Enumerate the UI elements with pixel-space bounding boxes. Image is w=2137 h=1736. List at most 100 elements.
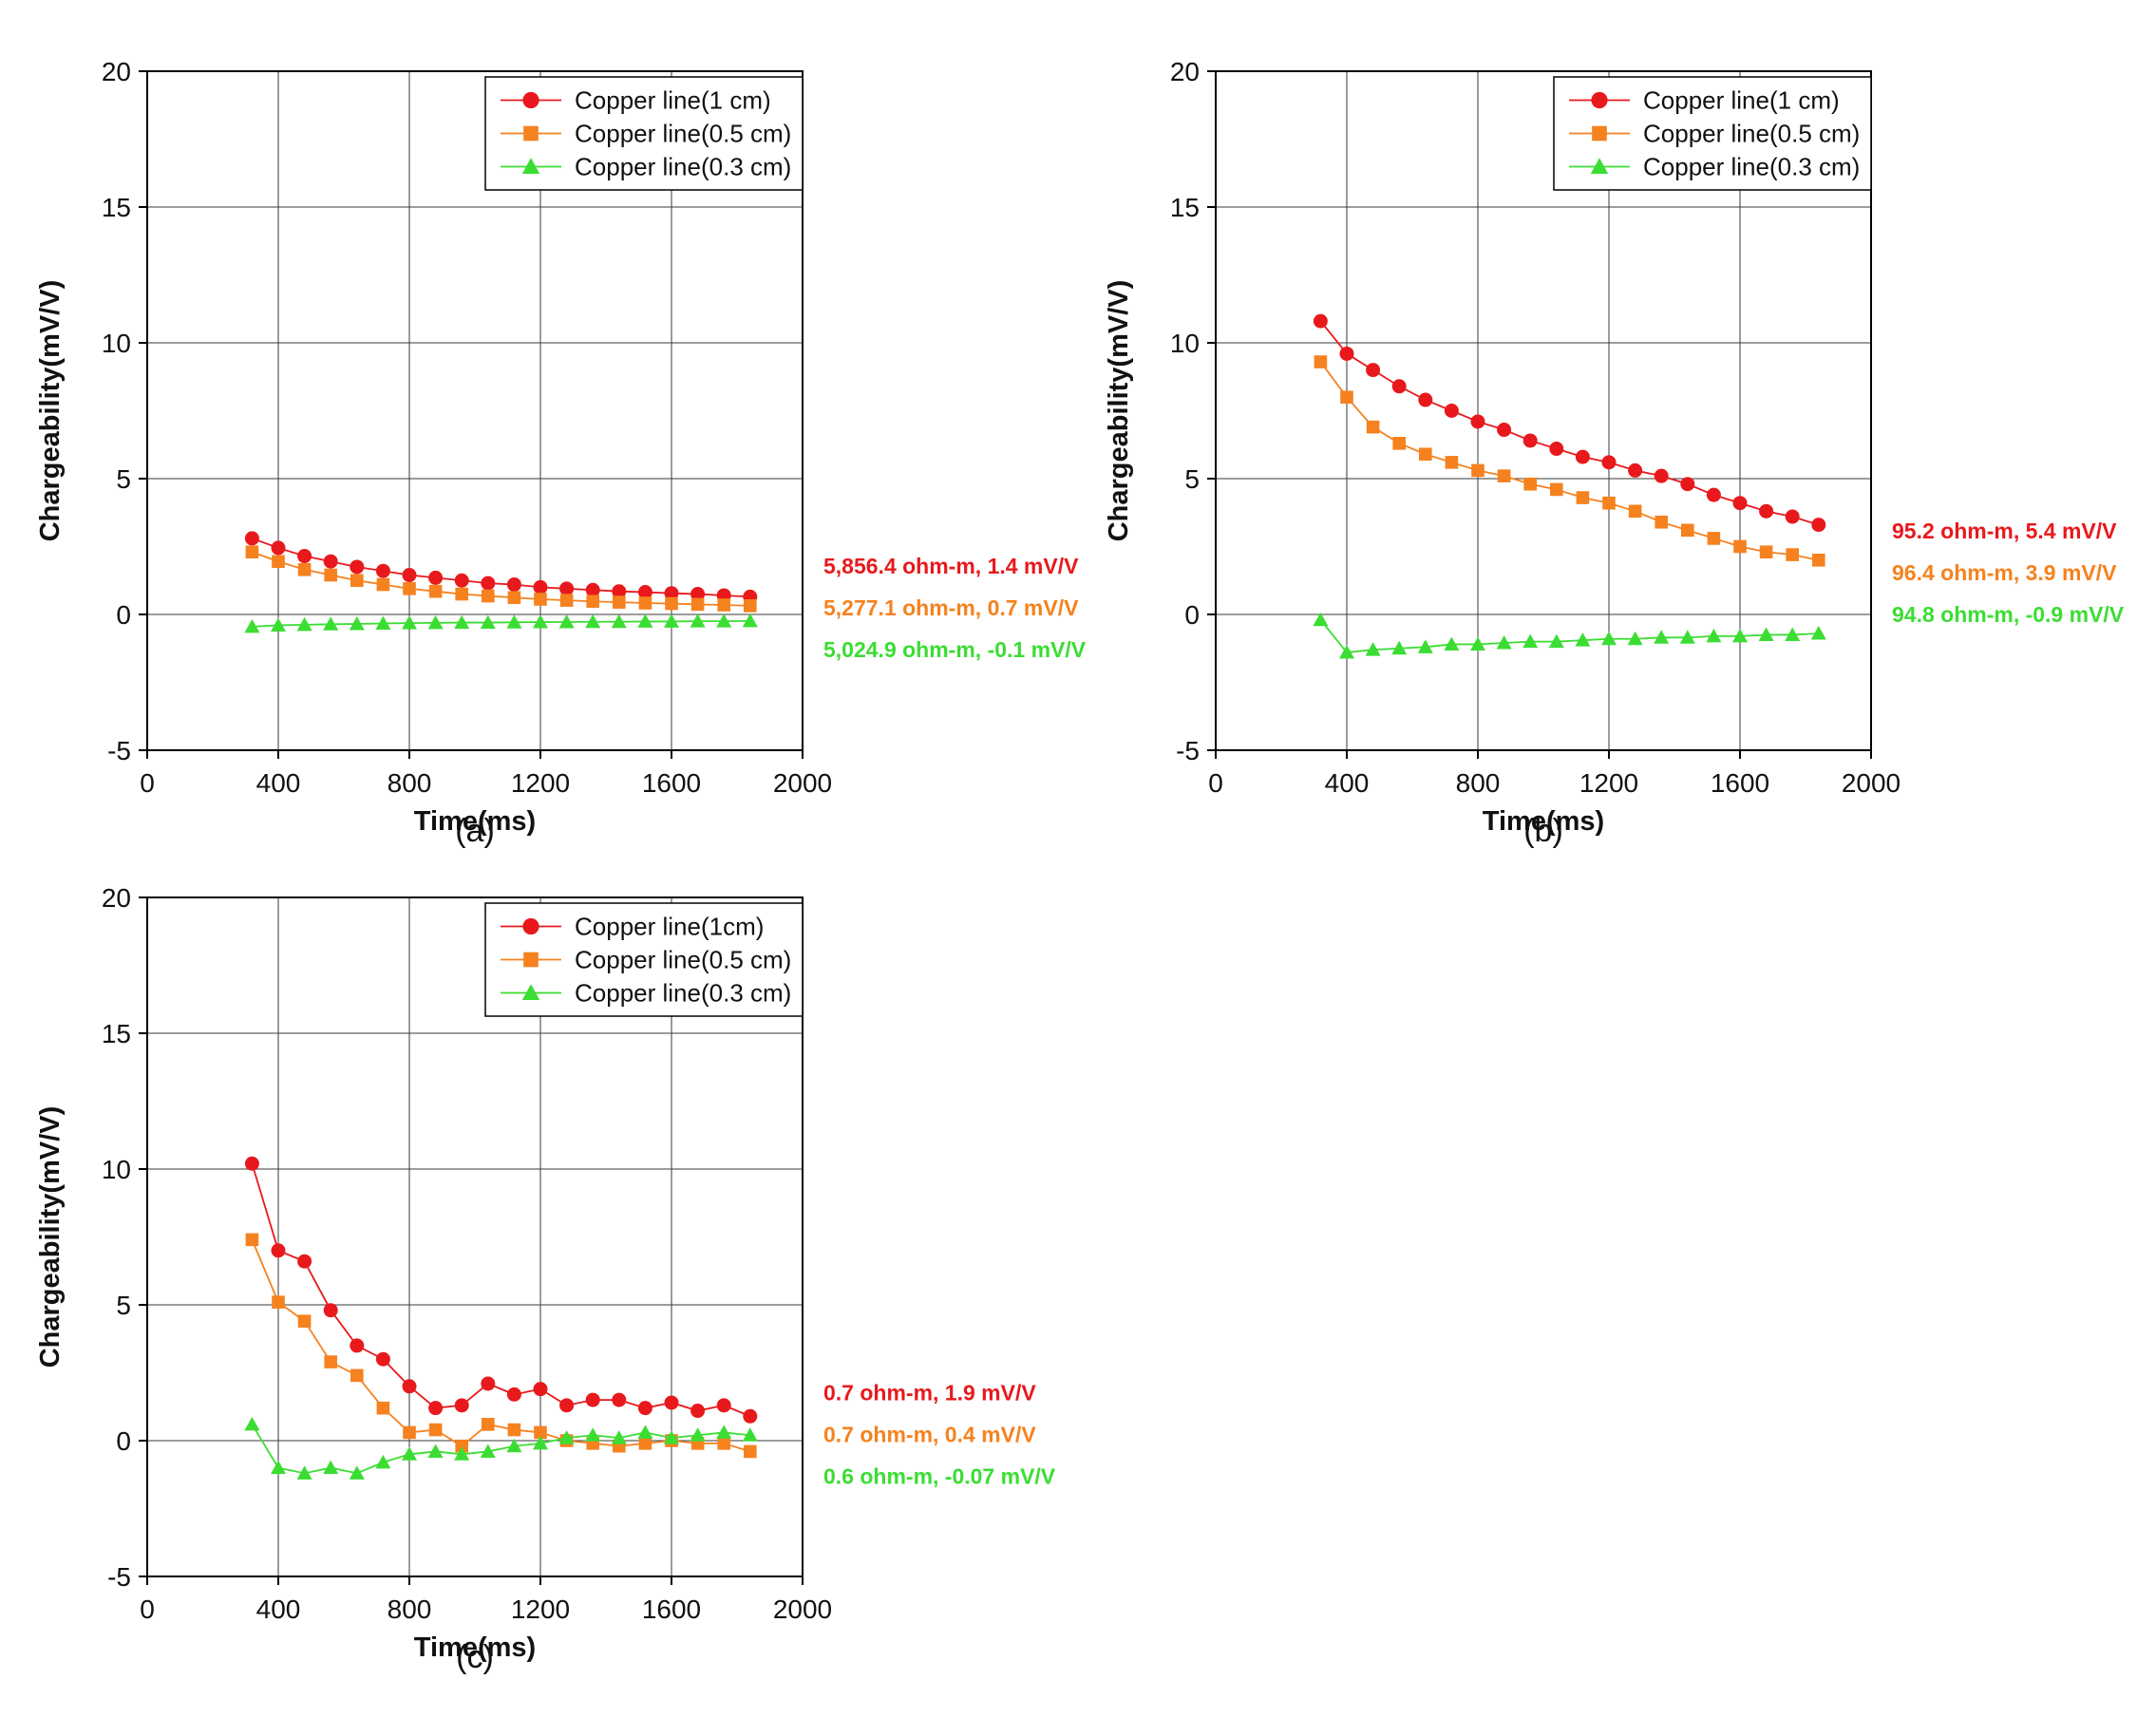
circle-marker	[454, 573, 469, 588]
series-annotation: 0.6 ohm-m, -0.07 mV/V	[823, 1463, 1056, 1488]
x-tick-label: 0	[1208, 768, 1223, 798]
triangle-marker	[1313, 612, 1329, 627]
circle-marker	[664, 586, 679, 601]
square-marker	[1392, 437, 1406, 450]
x-tick-label: 2000	[773, 768, 832, 798]
triangle-marker	[1496, 635, 1512, 650]
x-tick-label: 800	[388, 1594, 432, 1624]
axes: 0 400 800 1200 1600 2000 -5 0 5 10 15 20	[102, 883, 832, 1624]
triangle-marker	[323, 616, 339, 631]
legend-label: Copper line(0.5 cm)	[575, 120, 791, 148]
circle-marker	[664, 1395, 679, 1410]
square-marker	[1366, 420, 1380, 434]
triangle-marker	[1627, 631, 1643, 646]
circle-marker	[1785, 509, 1800, 524]
y-tick-label: -5	[107, 736, 131, 765]
square-marker	[1471, 463, 1485, 478]
circle-marker	[323, 554, 338, 569]
y-tick-label: 0	[116, 1426, 131, 1456]
square-marker	[717, 598, 730, 612]
legend-label: Copper line(0.5 cm)	[1643, 120, 1860, 148]
x-tick-label: 1200	[511, 1594, 570, 1624]
triangle-marker	[521, 984, 540, 1000]
series-1	[245, 1233, 757, 1459]
x-tick-label: 1200	[1579, 768, 1638, 798]
circle-marker	[244, 1156, 259, 1171]
x-axis-title: Time(ms)	[1483, 806, 1604, 837]
square-marker	[613, 595, 626, 609]
chart-a-plot: 0 400 800 1200 1600 2000 -5 0 5 10 15 20 Time(ms) Cha…	[35, 57, 1087, 837]
series-annotation: 5,856.4 ohm-m, 1.4 mV/V	[823, 554, 1079, 578]
x-axis-title: Time(ms)	[414, 1632, 536, 1663]
x-tick-label: 800	[1456, 768, 1501, 798]
square-marker	[1445, 456, 1459, 469]
circle-marker	[559, 581, 575, 596]
circle-marker	[690, 1404, 706, 1419]
square-marker	[665, 596, 678, 611]
legend-label: Copper line(1 cm)	[1643, 86, 1840, 115]
circle-marker	[428, 570, 444, 585]
circle-marker	[1418, 392, 1433, 407]
circle-marker	[271, 540, 286, 556]
legend-label: Copper line(0.3 cm)	[575, 153, 791, 181]
circle-marker	[1313, 313, 1328, 329]
chart-b-caption: (b)	[1523, 813, 1563, 849]
annotations: 95.2 ohm-m, 5.4 mV/V 96.4 ohm-m, 3.9 mV/V…	[1892, 519, 2125, 627]
series-1	[245, 545, 757, 613]
triangle-marker	[454, 1446, 470, 1461]
circle-marker	[1811, 518, 1826, 533]
y-tick-label: 5	[116, 1291, 131, 1320]
triangle-marker	[716, 613, 732, 628]
square-marker	[324, 1355, 337, 1368]
square-marker	[403, 1425, 416, 1440]
triangle-marker	[558, 1430, 575, 1444]
square-marker	[403, 582, 416, 595]
circle-marker	[1732, 496, 1748, 511]
square-marker	[1733, 539, 1747, 554]
plot-frame	[146, 896, 804, 1577]
circle-marker	[533, 579, 548, 594]
circle-marker	[522, 91, 539, 109]
legend-label: Copper line(1cm)	[575, 913, 764, 941]
y-tick-label: 20	[1170, 57, 1200, 86]
square-marker	[1707, 532, 1721, 545]
triangle-marker	[664, 613, 679, 628]
triangle-marker	[1444, 636, 1460, 651]
triangle-marker	[521, 158, 540, 174]
square-marker	[272, 1295, 285, 1309]
square-marker	[350, 1368, 364, 1383]
triangle-marker	[585, 613, 601, 629]
square-marker	[1523, 477, 1537, 491]
circle-marker	[1706, 487, 1721, 502]
x-tick-label: 1200	[511, 768, 570, 798]
circle-marker	[1654, 468, 1669, 483]
square-marker	[1419, 447, 1432, 462]
square-marker	[272, 555, 285, 569]
square-marker	[376, 577, 390, 592]
circle-marker	[506, 577, 521, 593]
triangle-marker	[1590, 158, 1609, 174]
square-marker	[324, 568, 337, 582]
square-marker	[1340, 390, 1353, 404]
y-tick-label: 0	[1184, 600, 1200, 630]
triangle-marker	[716, 1425, 732, 1439]
square-marker	[455, 587, 468, 601]
y-tick-label: 0	[116, 600, 131, 630]
circle-marker	[522, 917, 539, 935]
triangle-marker	[742, 613, 758, 628]
y-axis-title: Chargeability(mV/V)	[1104, 280, 1134, 542]
triangle-marker	[585, 1427, 601, 1442]
y-axis-title: Chargeability(mV/V)	[35, 1106, 66, 1368]
triangle-marker	[244, 1416, 260, 1431]
circle-marker	[481, 1376, 496, 1391]
square-marker	[744, 1444, 757, 1459]
square-marker	[638, 1437, 652, 1450]
triangle-marker	[664, 1430, 679, 1444]
circle-marker	[454, 1398, 469, 1413]
square-marker	[523, 952, 539, 968]
square-marker	[1592, 125, 1607, 142]
triangle-marker	[1575, 632, 1591, 647]
x-axis-title: Time(ms)	[414, 806, 536, 837]
triangle-marker	[349, 1465, 365, 1480]
square-marker	[1550, 482, 1563, 497]
